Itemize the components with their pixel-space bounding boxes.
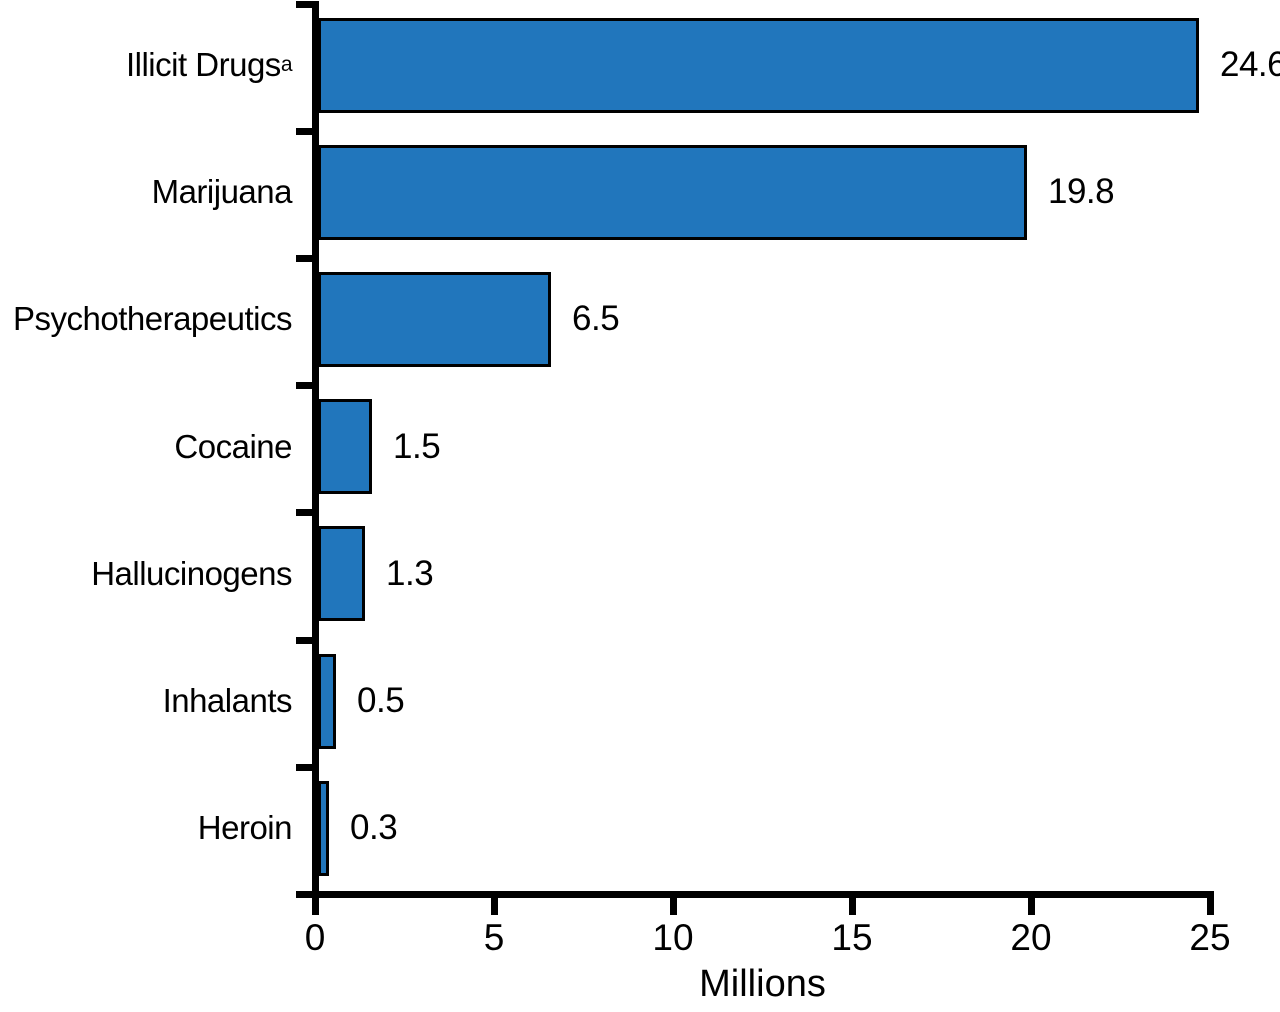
x-axis-title: Millions — [699, 963, 826, 1005]
category-label: Cocaine — [0, 399, 292, 494]
category-label-text: Heroin — [197, 809, 293, 847]
bar — [318, 271, 551, 367]
y-axis-tick — [296, 127, 316, 135]
bar — [318, 780, 329, 876]
bar — [318, 526, 365, 622]
category-label: Psychotherapeutics — [0, 272, 293, 367]
category-label-text: Inhalants — [162, 682, 293, 719]
y-axis-tick — [296, 763, 316, 771]
x-axis — [296, 891, 1214, 898]
y-axis-tick — [296, 509, 316, 517]
category-label-text: Hallucinogens — [91, 554, 292, 592]
x-axis-tick — [311, 894, 319, 915]
value-label: 19.8 — [1048, 172, 1115, 212]
x-tick-label: 5 — [483, 917, 505, 958]
x-axis-tick — [669, 894, 677, 915]
category-label-text: Cocaine — [174, 427, 292, 465]
x-axis-tick — [1027, 894, 1035, 915]
value-label: 1.3 — [386, 553, 434, 593]
bar — [318, 399, 372, 495]
value-label: 1.5 — [393, 426, 441, 466]
y-axis-tick — [296, 382, 316, 390]
category-label-text: Marijuana — [151, 173, 293, 211]
value-label: 6.5 — [572, 299, 620, 339]
bar — [318, 17, 1199, 113]
y-axis-tick — [296, 636, 316, 644]
x-tick-label: 25 — [1189, 917, 1231, 958]
category-label-text: Illicit Drugs — [125, 46, 281, 83]
x-tick-label: 10 — [652, 917, 694, 958]
value-label: 0.5 — [357, 681, 405, 720]
category-label: Illicit Drugs a — [125, 46, 293, 83]
value-label: 24.6 — [1220, 45, 1280, 84]
bar — [318, 144, 1027, 240]
x-tick-label: 0 — [304, 917, 326, 958]
category-label: Inhalants — [0, 654, 293, 749]
x-axis-tick — [848, 894, 856, 915]
bar — [318, 653, 336, 749]
x-tick-label: 15 — [831, 917, 873, 958]
x-tick-label: 20 — [1010, 917, 1052, 958]
category-label: Hallucinogens — [0, 526, 292, 621]
category-label: Marijuana — [0, 145, 293, 240]
y-axis-tick — [296, 254, 316, 262]
y-axis-tick — [296, 0, 316, 8]
value-label: 0.3 — [350, 808, 398, 848]
category-label-text: Psychotherapeutics — [13, 300, 293, 338]
category-label: Heroin — [0, 781, 293, 876]
y-axis — [312, 1, 319, 898]
x-axis-tick — [490, 894, 498, 915]
x-axis-tick — [1206, 894, 1214, 915]
